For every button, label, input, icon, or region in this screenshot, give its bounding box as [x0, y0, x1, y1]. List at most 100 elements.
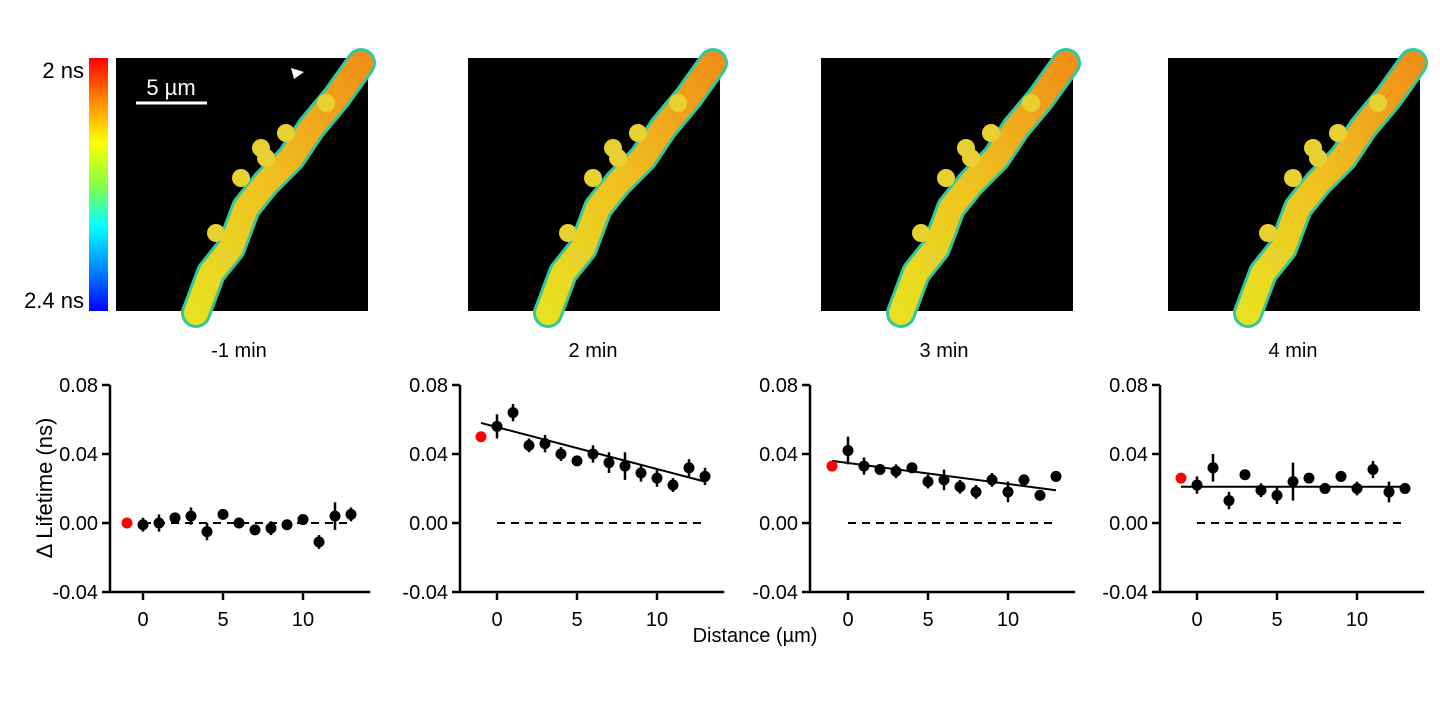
data-point — [587, 448, 599, 460]
data-point — [265, 522, 277, 534]
lifetime-colorbar — [89, 58, 108, 311]
data-point — [1335, 470, 1347, 482]
data-point — [1367, 464, 1379, 476]
data-point — [683, 462, 695, 474]
dendrite-image-4 — [1168, 48, 1428, 328]
y-tick-label: 0.00 — [759, 513, 798, 535]
dendritic-spine — [217, 249, 235, 267]
chart-2: 2 min 0.08 0.04 0.00 -0.04 0 5 10 — [402, 340, 725, 631]
data-point — [986, 474, 998, 486]
y-tick-label: 0.04 — [59, 444, 98, 466]
panel-title: 2 min — [569, 340, 618, 362]
data-point — [699, 470, 711, 482]
colorbar-top-label: 2 ns — [42, 58, 84, 83]
dendritic-spine — [912, 224, 930, 242]
dendrite-image-3 — [821, 48, 1081, 328]
x-tick-label: 5 — [571, 609, 582, 631]
data-point — [603, 457, 615, 469]
data-point — [233, 517, 245, 529]
dendritic-spine — [1369, 94, 1387, 112]
panel-title: 3 min — [920, 340, 969, 362]
dendritic-spine — [207, 224, 225, 242]
data-point — [1002, 486, 1014, 498]
reference-point — [121, 517, 133, 529]
y-tick-label: 0.00 — [1109, 513, 1148, 535]
data-point — [329, 510, 341, 522]
dendrite-image-1 — [116, 48, 376, 328]
data-point — [491, 420, 503, 432]
y-tick-label: 0.08 — [409, 375, 448, 397]
data-point — [1191, 479, 1203, 491]
data-point — [249, 524, 261, 536]
data-point — [571, 455, 583, 467]
dendritic-spine — [1022, 94, 1040, 112]
colorbar-bottom-label: 2.4 ns — [24, 288, 84, 313]
x-tick-label: 10 — [1346, 609, 1368, 631]
dendritic-spine — [1269, 249, 1287, 267]
data-point — [1207, 462, 1219, 474]
dendritic-spine — [317, 94, 335, 112]
data-point — [1399, 483, 1411, 494]
chart-1: -1 min 0.08 0.04 0.00 -0.04 0 5 10 — [52, 340, 371, 631]
y-tick-label: -0.04 — [752, 582, 798, 604]
x-tick-label: 5 — [1271, 609, 1282, 631]
data-point — [954, 481, 966, 493]
data-point — [858, 460, 870, 472]
data-point — [890, 465, 902, 477]
reference-point — [826, 460, 838, 472]
data-point — [1223, 495, 1235, 507]
data-point — [842, 445, 854, 457]
y-tick-label: 0.00 — [59, 513, 98, 535]
x-tick-label: 0 — [491, 609, 502, 631]
y-tick-label: 0.08 — [59, 375, 98, 397]
data-point — [169, 512, 181, 524]
dendritic-spine — [277, 124, 295, 142]
arrowhead-marker — [291, 68, 304, 79]
x-tick-label: 0 — [1191, 609, 1202, 631]
data-point — [185, 510, 197, 522]
data-point — [507, 407, 519, 419]
dendritic-spine — [1329, 124, 1347, 142]
data-point — [1034, 489, 1046, 501]
dendritic-spine — [1309, 149, 1327, 167]
y-tick-label: -0.04 — [402, 582, 448, 604]
y-axis-label: Δ Lifetime (ns) — [32, 418, 57, 559]
x-tick-label: 10 — [292, 609, 314, 631]
dendritic-spine — [257, 149, 275, 167]
x-tick-label: 5 — [922, 609, 933, 631]
y-tick-label: 0.04 — [1109, 444, 1148, 466]
data-point — [555, 448, 567, 460]
data-point — [1018, 474, 1030, 486]
data-point — [667, 479, 679, 491]
data-point — [938, 474, 950, 486]
scale-bar-label: 5 µm — [146, 75, 195, 100]
panel-title: 4 min — [1269, 340, 1318, 362]
data-point — [297, 514, 309, 526]
dendritic-spine — [1259, 224, 1277, 242]
data-point — [201, 526, 213, 538]
y-tick-label: 0.08 — [1109, 375, 1148, 397]
y-tick-label: -0.04 — [52, 582, 98, 604]
data-point — [539, 438, 551, 450]
data-point — [345, 508, 357, 520]
x-tick-label: 5 — [217, 609, 228, 631]
data-point — [1287, 476, 1299, 488]
reference-point — [475, 431, 487, 443]
x-axis-label: Distance (µm) — [693, 625, 818, 647]
data-point — [313, 536, 325, 548]
data-point — [1050, 470, 1062, 482]
dendritic-spine — [922, 249, 940, 267]
data-point — [874, 464, 886, 476]
data-point — [1239, 469, 1251, 481]
data-point — [1271, 489, 1283, 501]
data-point — [635, 467, 647, 479]
dendritic-spine — [609, 149, 627, 167]
dendritic-spine — [559, 224, 577, 242]
data-point — [651, 472, 663, 484]
reference-point — [1175, 472, 1187, 484]
dendritic-spine — [937, 169, 955, 187]
data-point — [1319, 483, 1331, 494]
x-tick-label: 10 — [997, 609, 1019, 631]
